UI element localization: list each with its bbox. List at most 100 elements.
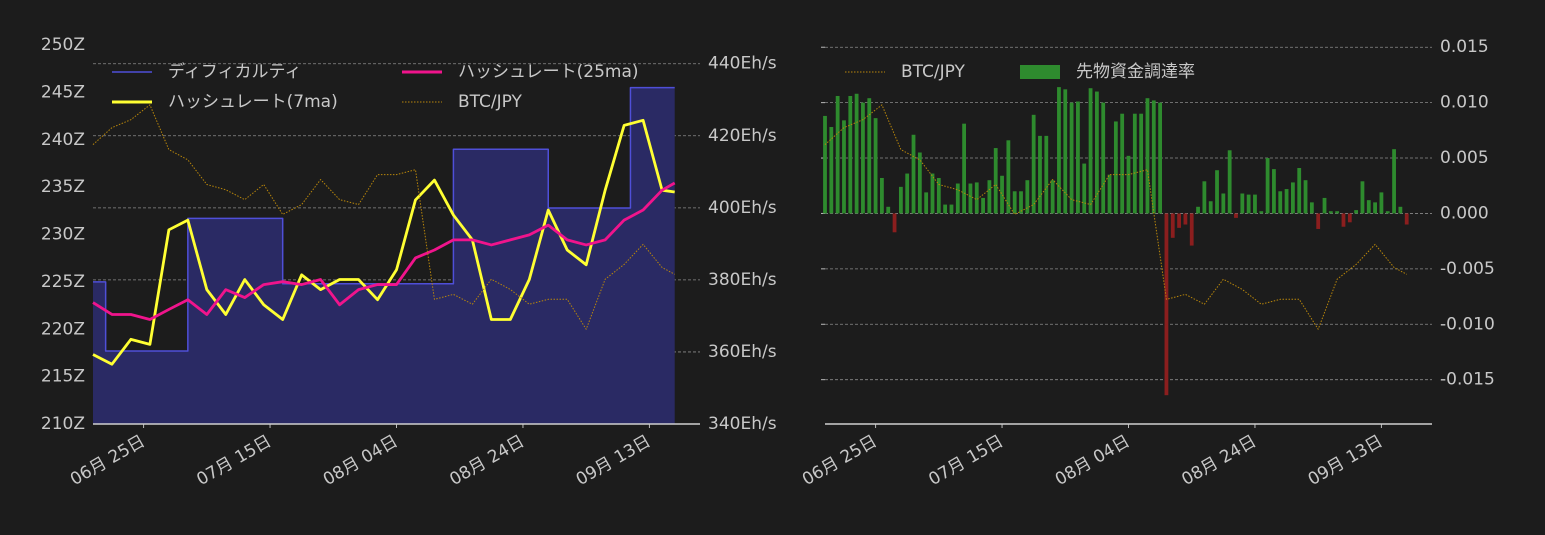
x-tick-label: 09月 13日	[573, 431, 655, 490]
x-tick-label: 08月 04日	[320, 431, 402, 490]
bar	[1322, 197, 1327, 214]
bar	[981, 197, 985, 214]
bar	[1253, 194, 1257, 214]
bar	[873, 118, 878, 214]
y2-tick-label: 360Eh/s	[708, 342, 777, 362]
bar	[1227, 150, 1232, 214]
line-series	[92, 104, 675, 330]
bar	[1012, 191, 1017, 214]
bar	[1404, 213, 1409, 225]
y-tick-label: -0.015	[1440, 370, 1495, 390]
bar	[867, 98, 872, 214]
bar	[1139, 113, 1144, 214]
y-tick-label: 0.010	[1440, 93, 1489, 113]
legend-label: 先物資金調達率	[1076, 62, 1195, 82]
x-tick-label: 06月 25日	[799, 431, 881, 490]
bar	[1328, 211, 1333, 214]
bar	[1385, 211, 1390, 214]
bar	[917, 152, 922, 214]
bar	[1265, 158, 1270, 214]
y-tick-label: 240Z	[41, 130, 85, 150]
bar	[1316, 213, 1321, 229]
bar	[823, 115, 827, 214]
bar	[1202, 181, 1207, 214]
bar	[1113, 121, 1118, 214]
bar	[968, 183, 973, 214]
bar	[936, 177, 941, 214]
y-tick-label: 0.000	[1440, 203, 1489, 223]
bar	[861, 102, 865, 214]
line-series	[824, 104, 1407, 330]
legend-swatch	[1020, 65, 1060, 79]
bar	[911, 134, 916, 214]
bar	[1208, 201, 1213, 214]
legend-label: ディフィカルティ	[168, 61, 301, 82]
bar	[1360, 181, 1365, 214]
bar	[1088, 88, 1093, 214]
bar	[1366, 200, 1371, 214]
bar	[1177, 213, 1181, 228]
bar	[905, 173, 910, 214]
y-tick-label: 245Z	[41, 82, 85, 102]
bar	[987, 180, 992, 214]
bar	[930, 173, 935, 214]
y-tick-label: 250Z	[41, 35, 85, 55]
y-tick-label: -0.005	[1440, 259, 1495, 279]
bar	[886, 206, 891, 214]
bar	[1392, 149, 1396, 214]
bar	[1278, 191, 1283, 214]
bar	[1101, 102, 1106, 214]
y2-tick-label: 380Eh/s	[708, 270, 777, 290]
bar	[1246, 194, 1251, 214]
x-tick-label: 08月 24日	[1178, 431, 1260, 490]
bar	[1126, 155, 1131, 214]
x-tick-label: 07月 15日	[193, 431, 275, 490]
bar	[1063, 89, 1068, 214]
bar	[898, 186, 903, 214]
y2-tick-label: 340Eh/s	[708, 414, 777, 434]
bar	[1038, 135, 1042, 214]
legend-label: ハッシュレート(7ma)	[168, 92, 338, 112]
bar	[1398, 206, 1403, 214]
y-tick-label: 0.005	[1440, 148, 1489, 168]
legend-label: BTC/JPY	[458, 92, 523, 112]
bar	[974, 182, 979, 214]
bar	[924, 192, 929, 214]
bar	[1373, 202, 1377, 214]
bar	[1132, 113, 1137, 214]
legend-label: ハッシュレート(25ma)	[458, 62, 639, 82]
y2-tick-label: 400Eh/s	[708, 198, 777, 218]
bar	[1309, 202, 1314, 214]
bar	[854, 93, 859, 214]
bar	[1044, 135, 1049, 214]
x-tick-label: 08月 24日	[446, 431, 528, 490]
bar	[962, 123, 967, 214]
bar	[1290, 182, 1295, 214]
bar	[949, 204, 954, 214]
bar	[1354, 210, 1359, 214]
bar	[1170, 213, 1175, 238]
bar	[1158, 102, 1163, 214]
bar	[848, 95, 853, 214]
x-tick-label: 08月 04日	[1052, 431, 1134, 490]
bar	[1031, 114, 1036, 214]
y2-tick-label: 440Eh/s	[708, 54, 777, 74]
x-tick-label: 07月 15日	[925, 431, 1007, 490]
bar	[1082, 163, 1087, 214]
legend-label: BTC/JPY	[901, 62, 966, 82]
area-fill	[93, 87, 675, 424]
bar	[1221, 193, 1226, 214]
bar	[1196, 206, 1200, 214]
bar	[1259, 211, 1264, 214]
bar	[1076, 101, 1080, 214]
bar	[1069, 102, 1074, 214]
bar	[1335, 211, 1340, 214]
bar	[1000, 175, 1004, 214]
bar	[1145, 98, 1150, 214]
bar	[1341, 213, 1346, 227]
bar	[1025, 180, 1030, 214]
y-tick-label: 220Z	[41, 319, 85, 339]
bar	[1151, 100, 1156, 214]
bar	[1164, 213, 1169, 396]
